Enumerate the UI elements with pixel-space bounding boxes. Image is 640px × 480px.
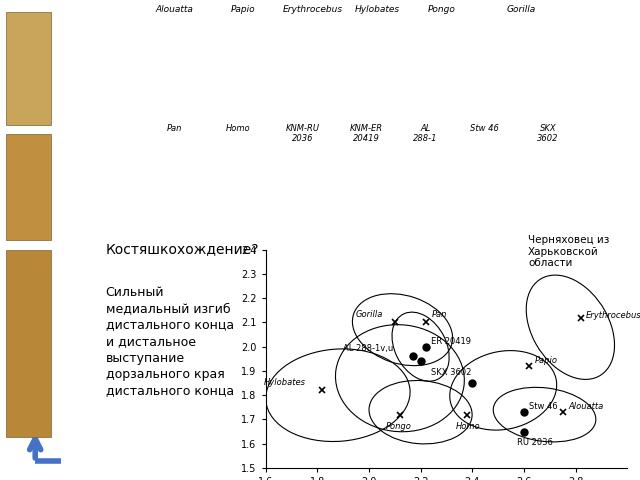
Text: ER 20419: ER 20419 [431,337,471,346]
Text: Papio: Papio [534,356,557,365]
Text: Сильный
медиальный изгиб
дистального конца
и дистальное
выступание
дорзального к: Сильный медиальный изгиб дистального кон… [106,286,234,397]
Text: KNM-RU
2036: KNM-RU 2036 [285,123,319,143]
Text: Erythrocebus: Erythrocebus [586,311,640,320]
Text: AL 288-1v,u: AL 288-1v,u [344,344,394,353]
Text: Pan: Pan [166,123,182,132]
Text: Homo: Homo [456,421,481,431]
Text: Gorilla: Gorilla [356,310,383,319]
Text: Gorilla: Gorilla [507,5,536,14]
Text: SKX
3602: SKX 3602 [538,123,559,143]
Text: Erythrocebus: Erythrocebus [283,5,343,14]
Text: Hylobates: Hylobates [355,5,400,14]
Text: AL
288-1: AL 288-1 [413,123,438,143]
Text: Костяшкохождение?: Костяшкохождение? [106,242,259,256]
Text: Stw 46: Stw 46 [529,402,558,411]
Text: Pongo: Pongo [386,421,412,431]
Text: Alouatta: Alouatta [568,402,604,411]
Text: Homo: Homo [226,123,250,132]
Text: KNM-ER
20419: KNM-ER 20419 [350,123,383,143]
Text: RU 2036: RU 2036 [517,439,553,447]
Text: Черняховец из
Харьковской
области: Черняховец из Харьковской области [528,235,609,268]
Text: Papio: Papio [231,5,256,14]
Text: Alouatta: Alouatta [155,5,193,14]
Text: Hylobates: Hylobates [264,378,306,387]
Text: SKX 3602: SKX 3602 [431,368,471,377]
Text: Pan: Pan [431,310,447,319]
Text: Pongo: Pongo [428,5,455,14]
Text: Stw 46: Stw 46 [470,123,499,132]
